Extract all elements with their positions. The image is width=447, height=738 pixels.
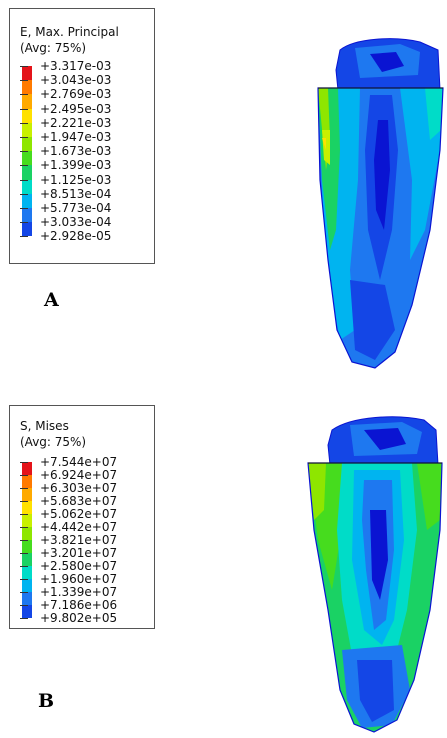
color-swatch [22,151,32,166]
color-swatch [22,222,32,237]
legend-value: +7.544e+07 [40,455,118,469]
color-swatch [22,80,32,95]
tooth-model-b [307,416,443,733]
color-swatch [22,553,32,566]
legend-value: +8.513e-04 [40,186,112,201]
color-swatch [22,475,32,488]
legend-value: +2.580e+07 [40,559,118,573]
tooth-model-a [317,38,444,369]
panel-label-a: A [44,289,59,311]
color-swatch [22,540,32,553]
legend-value: +5.773e-04 [40,201,112,215]
color-swatch [22,592,32,605]
legend-value: +3.201e+07 [40,546,118,560]
color-swatch [22,179,32,194]
legend-subtitle: (Avg: 75%) [20,435,87,449]
color-swatch [22,488,32,501]
legend-value: +5.062e+07 [40,507,118,521]
legend-value: +4.442e+07 [40,520,118,534]
color-swatch [22,501,32,514]
color-swatch [22,527,32,540]
legend-value: +9.802e+05 [40,611,118,625]
legend-value: +3.033e-04 [40,215,112,230]
legend-value: +3.043e-03 [40,73,112,88]
legend-value: +5.683e+07 [40,494,118,508]
legend-value: +2.769e-03 [40,87,112,102]
color-swatch [22,462,32,475]
legend-value: +2.928e-05 [40,229,112,244]
color-swatch [22,193,32,208]
legend-value: +1.673e-03 [40,144,112,159]
color-swatch [22,66,32,81]
legend-value: +3.317e-03 [40,59,112,73]
color-swatch [22,94,32,109]
legend-a: E, Max. Principal (Avg: 75%) +3.317e-03 … [9,8,155,264]
color-swatch [22,514,32,527]
color-swatch [22,579,32,592]
color-swatch [22,566,32,579]
color-swatch [22,165,32,180]
legend-value: +2.221e-03 [40,115,112,130]
legend-value: +6.303e+07 [40,481,118,495]
panel-label-b: B [38,690,55,712]
color-swatch [22,137,32,152]
legend-value: +7.186e+06 [40,598,118,612]
legend-title: E, Max. Principal [20,25,119,39]
color-swatch [22,108,32,123]
legend-b: S, Mises (Avg: 75%) +7.544e+07 +6.924e+0… [9,405,155,629]
legend-value: +1.339e+07 [40,585,118,599]
legend-value: +2.495e-03 [40,101,112,116]
color-swatch [22,122,32,137]
legend-subtitle: (Avg: 75%) [20,41,87,55]
legend-value: +1.960e+07 [40,572,118,586]
legend-value: +1.399e-03 [40,158,112,173]
legend-value: +1.125e-03 [40,172,112,187]
legend-value: +1.947e-03 [40,130,112,144]
legend-value: +6.924e+07 [40,468,118,482]
color-swatch [22,208,32,223]
legend-title: S, Mises [20,419,69,433]
legend-value: +3.821e+07 [40,533,118,547]
color-swatch [22,605,32,618]
